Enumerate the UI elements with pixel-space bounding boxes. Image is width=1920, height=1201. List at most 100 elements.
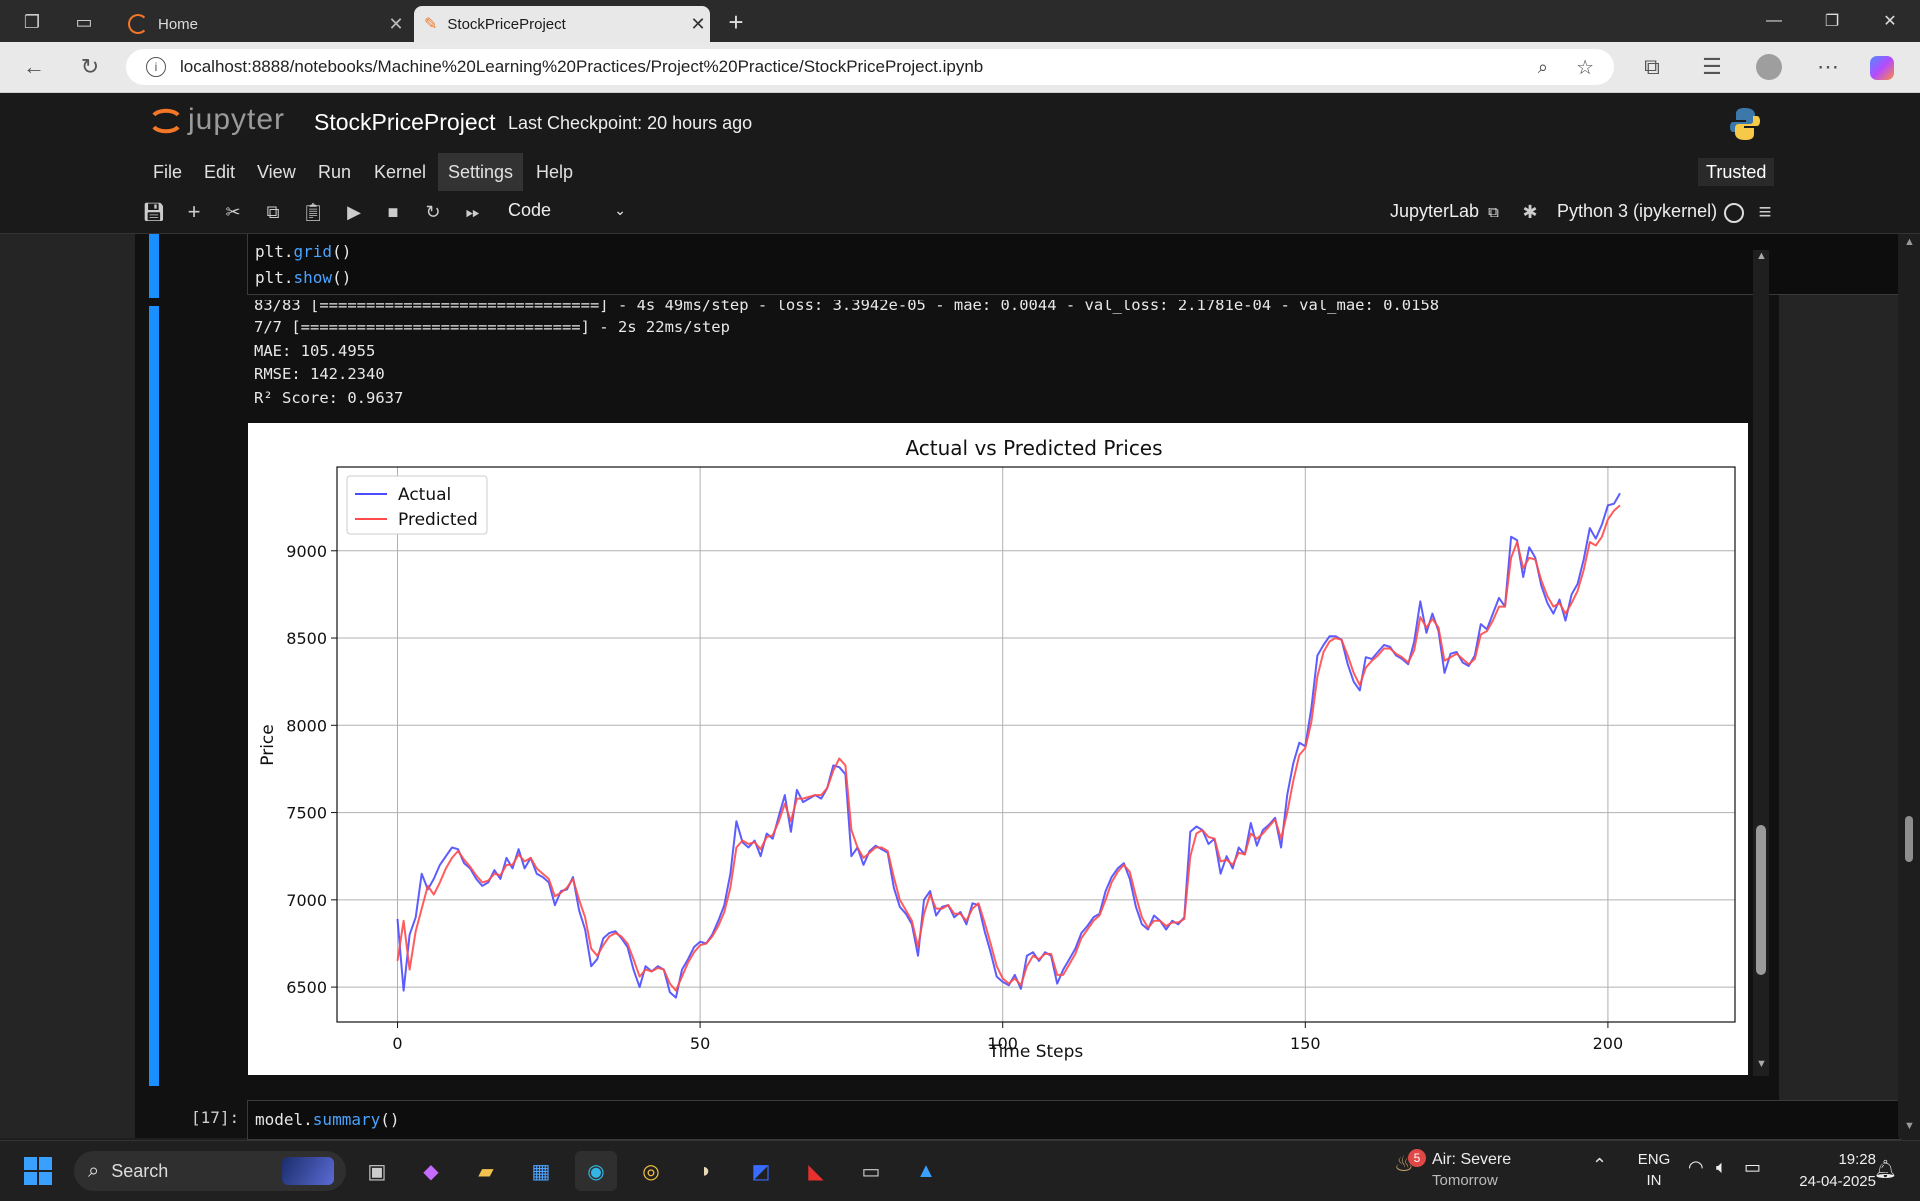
stop-icon[interactable]: ■ <box>387 201 399 222</box>
refresh-icon[interactable]: ↻ <box>80 54 100 79</box>
profile-avatar[interactable] <box>1756 54 1782 80</box>
paste-icon[interactable]: 📋︎ <box>301 201 325 222</box>
copilot-app-icon[interactable]: ◆ <box>423 1160 439 1183</box>
favorites-icon[interactable]: ☰ <box>1702 54 1722 79</box>
chevron-up-icon[interactable]: ⌃ <box>1592 1155 1608 1175</box>
restore-button[interactable]: ❐ <box>1824 13 1840 30</box>
region-code: IN <box>1646 1172 1662 1189</box>
extensions-icon[interactable]: ⧉ <box>1644 54 1660 79</box>
notebook-name[interactable]: StockPriceProject <box>314 109 496 135</box>
close-window-button[interactable]: ✕ <box>1883 13 1897 30</box>
close-tab-icon[interactable]: ✕ <box>690 13 706 34</box>
legend: Actual Predicted <box>346 475 488 535</box>
zoom-icon[interactable]: ⌕ <box>1537 56 1548 77</box>
output-text-area: 83/83 [==============================] -… <box>247 300 1757 656</box>
back-arrow-icon[interactable]: ← <box>23 54 45 79</box>
tab-home[interactable]: Home ✕ <box>118 6 408 42</box>
code-line: plt.show() <box>255 268 351 287</box>
chrome-icon[interactable]: ◎ <box>642 1160 660 1183</box>
run-icon[interactable]: ▶ <box>347 201 361 222</box>
code-line: plt.grid() <box>255 242 351 261</box>
close-tab-icon[interactable]: ✕ <box>388 13 404 34</box>
wifi-icon[interactable]: ◠ <box>1688 1157 1704 1177</box>
taskbar-search-box[interactable]: ⌕ Search <box>74 1151 346 1191</box>
menu-help[interactable]: Help <box>536 162 574 182</box>
output-scroll-thumb[interactable] <box>1756 825 1766 975</box>
weather-subtitle: Tomorrow <box>1432 1172 1498 1189</box>
menu-kernel[interactable]: Kernel <box>374 162 427 182</box>
url-bar[interactable]: i localhost:8888/notebooks/Machine%20Lea… <box>126 49 1614 85</box>
y-tick-label: 8500 <box>286 629 327 648</box>
weather-title[interactable]: Air: Severe <box>1432 1151 1512 1168</box>
language-indicator[interactable]: ENG IN <box>1636 1151 1672 1189</box>
output-scrollbar[interactable]: ▲ ▼ <box>1753 250 1769 1076</box>
site-info-icon[interactable]: i <box>146 57 166 77</box>
edge-browser-icon[interactable]: ◉ <box>575 1151 617 1191</box>
page-scroll-thumb[interactable] <box>1905 816 1913 862</box>
menu-run[interactable]: Run <box>318 162 352 182</box>
app-icon[interactable]: ◩ <box>751 1160 771 1183</box>
jupyter-header: jupyter StockPriceProject Last Checkpoin… <box>0 93 1920 154</box>
hamburger-menu-icon[interactable]: ≡ <box>1758 199 1772 224</box>
volume-icon[interactable]: 🔈︎ <box>1716 1157 1727 1177</box>
insert-cell-icon[interactable]: + <box>187 199 201 224</box>
tab-stockpriceproject[interactable]: ✎ StockPriceProject ✕ <box>414 6 710 42</box>
restart-icon[interactable]: ↻ <box>425 201 441 222</box>
y-axis-label: Price <box>258 724 278 765</box>
workspaces-icon[interactable]: ❐ <box>23 11 41 32</box>
jupyterlab-link[interactable]: JupyterLab ⧉ <box>1390 201 1499 222</box>
jupyter-wordmark[interactable]: jupyter <box>188 103 286 136</box>
cut-icon[interactable]: ✂ <box>225 201 241 222</box>
plot-frame <box>336 466 1736 1023</box>
page-scroll-down-icon[interactable]: ▼ <box>1904 1120 1915 1132</box>
url-text[interactable]: localhost:8888/notebooks/Machine%20Learn… <box>180 57 984 76</box>
battery-icon[interactable]: ▭ <box>1744 1157 1762 1177</box>
minimize-button[interactable]: — <box>1766 12 1782 29</box>
clock[interactable]: 19:28 24-04-2025 <box>1786 1151 1876 1190</box>
cell-type-label: Code <box>508 200 552 220</box>
clock-date: 24-04-2025 <box>1799 1173 1876 1190</box>
more-options-icon[interactable]: ⋯ <box>1817 54 1839 79</box>
chevron-down-icon: ⌄ <box>614 202 626 218</box>
debugger-icon[interactable]: ✱ <box>1522 201 1538 222</box>
page-scroll-up-icon[interactable]: ▲ <box>1904 236 1915 248</box>
file-explorer-icon[interactable]: ▰ <box>478 1160 494 1183</box>
weather-badge: 5 <box>1408 1149 1426 1167</box>
x-tick-label: 150 <box>1290 1034 1321 1053</box>
windows-start-icon[interactable] <box>24 1157 52 1185</box>
copilot-icon[interactable] <box>1870 56 1894 80</box>
page-scrollbar[interactable]: ▲ ▼ <box>1898 234 1920 1138</box>
search-label: Search <box>111 1160 169 1181</box>
address-bar-row: ← ↻ i localhost:8888/notebooks/Machine%2… <box>0 42 1920 93</box>
app-icon[interactable]: ◗ <box>699 1159 713 1182</box>
menu-edit[interactable]: Edit <box>204 162 236 182</box>
microsoft-store-icon[interactable]: ▦ <box>531 1160 551 1183</box>
y-tick-label: 8000 <box>286 716 327 735</box>
axis-ticks: 0 50 100 150 200 6500 7000 7500 8000 8500 9000 <box>286 542 1623 1053</box>
trusted-badge[interactable]: Trusted <box>1698 158 1775 186</box>
code-line: model.summary() <box>255 1110 400 1129</box>
mcafee-icon[interactable]: ◣ <box>808 1160 824 1183</box>
tab-actions-icon[interactable]: ▭ <box>75 11 93 32</box>
menu-file[interactable]: File <box>153 162 183 182</box>
menu-settings[interactable]: Settings <box>438 153 524 191</box>
save-icon[interactable]: 💾︎ <box>142 201 166 222</box>
copy-icon[interactable]: ⧉ <box>266 201 280 222</box>
x-tick-label: 200 <box>1593 1034 1624 1053</box>
restart-run-all-icon[interactable]: ⏩︎ <box>465 201 481 222</box>
kernel-name[interactable]: Python 3 (ipykernel) <box>1557 201 1718 221</box>
favorite-star-icon[interactable]: ☆ <box>1576 56 1594 79</box>
menu-view[interactable]: View <box>257 162 296 182</box>
scroll-down-icon[interactable]: ▼ <box>1756 1058 1767 1070</box>
photos-icon[interactable]: ▲ <box>916 1159 936 1182</box>
next-code-cell-editor[interactable]: model.summary() <box>247 1100 1901 1140</box>
new-tab-button[interactable]: + <box>728 6 744 37</box>
jupyter-logo-icon[interactable] <box>150 105 182 137</box>
code-cell-editor[interactable]: plt.grid() plt.show() <box>247 234 1901 295</box>
series-line-actual <box>396 492 1621 999</box>
cell-type-select[interactable]: Code ⌄ <box>508 200 626 226</box>
notifications-bell-icon[interactable]: 🔔︎ <box>1874 1159 1897 1179</box>
task-view-icon[interactable]: ▣ <box>367 1160 387 1183</box>
scroll-up-icon[interactable]: ▲ <box>1756 250 1767 262</box>
terminal-icon[interactable]: ▭ <box>861 1160 881 1183</box>
